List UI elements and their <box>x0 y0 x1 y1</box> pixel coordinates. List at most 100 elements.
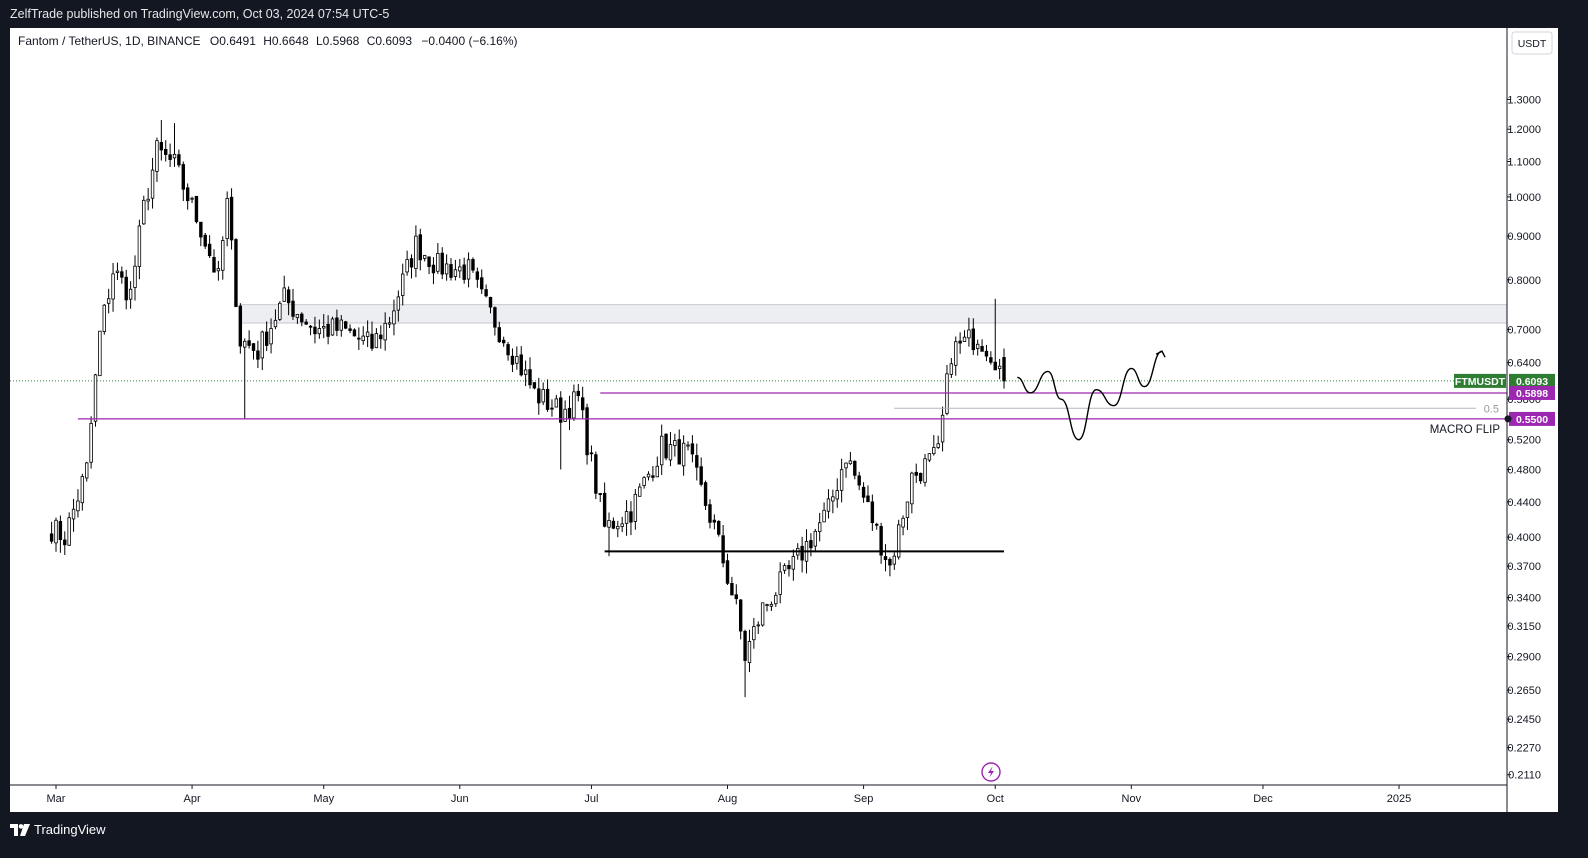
candle-body <box>466 259 471 280</box>
price-chart[interactable]: 0.5 MACRO FLIP Fantom / TetherUS, 1D, BI… <box>10 28 1558 812</box>
candle-body <box>940 414 945 443</box>
candle-body <box>629 511 633 523</box>
candle-body <box>594 454 598 494</box>
candle-body <box>172 153 177 159</box>
candle-body <box>787 565 791 570</box>
candle-body <box>673 440 677 446</box>
time-tick-label: Aug <box>718 793 738 805</box>
candle-body <box>967 329 971 339</box>
candle-body <box>269 328 273 345</box>
candle-body <box>866 495 870 503</box>
candle-body <box>54 519 58 544</box>
candle-body <box>203 234 207 247</box>
candle-body <box>936 443 940 448</box>
candle-body <box>352 329 357 337</box>
candle-body <box>471 259 475 271</box>
candle-body <box>752 626 756 641</box>
candle-body <box>945 373 949 414</box>
lightning-icon[interactable] <box>981 762 1001 782</box>
price-tick-label: 0.3400 <box>1507 593 1541 605</box>
price-tick-label: 1.0000 <box>1507 192 1541 204</box>
candle-body <box>883 556 888 561</box>
candle-body <box>207 243 212 257</box>
candle-body <box>137 225 142 267</box>
candle-body <box>826 498 831 512</box>
candle-body <box>559 397 563 423</box>
candle-body <box>243 340 247 348</box>
candle-body <box>800 545 804 561</box>
candle-body <box>989 357 993 363</box>
candle-body <box>436 253 440 272</box>
candle-body <box>554 398 559 408</box>
candle-body <box>300 313 304 323</box>
legend-change: −0.0400 (−6.16%) <box>421 34 517 48</box>
candle-body <box>875 523 879 526</box>
candle-body <box>291 300 295 317</box>
candle-body <box>493 307 497 328</box>
price-tick-label: 0.2900 <box>1507 652 1541 664</box>
footer-bar: TradingView <box>0 812 1568 847</box>
time-tick-label: Nov <box>1122 793 1142 805</box>
candle-body <box>304 321 308 325</box>
candle-body <box>150 169 155 199</box>
candle-body <box>85 462 89 479</box>
candle-body <box>159 142 164 151</box>
candle-body <box>721 535 725 564</box>
candle-body <box>651 475 655 478</box>
candle-body <box>686 444 690 447</box>
candle-body <box>813 530 817 547</box>
candle-body <box>659 435 664 466</box>
candle-body <box>361 335 365 341</box>
candle-body <box>387 322 392 325</box>
candle-body <box>725 560 730 584</box>
candle-body <box>668 444 673 461</box>
price-axis[interactable]: 1.3000 1.2000 1.1000 1.0000 0.9000 0.8000 0.70… <box>1507 94 1541 782</box>
currency-button-label: USDT <box>1518 38 1547 50</box>
time-tick-label: Apr <box>183 793 200 805</box>
chart-frame[interactable]: 0.5 MACRO FLIP Fantom / TetherUS, 1D, BI… <box>10 28 1558 812</box>
candle-body <box>743 630 747 661</box>
candle-body <box>620 523 624 527</box>
candle-body <box>326 323 330 337</box>
candle-body <box>993 361 997 371</box>
candle-body <box>519 354 523 376</box>
candle-body <box>58 521 63 541</box>
candle-body <box>383 322 387 341</box>
candle-body <box>918 472 923 482</box>
candle-body <box>791 556 796 570</box>
price-tick-label: 0.7000 <box>1507 324 1541 336</box>
candle-body <box>221 240 225 271</box>
candle-body <box>409 258 414 268</box>
candle-body <box>980 346 984 352</box>
tradingview-brand[interactable]: TradingView <box>10 822 106 837</box>
candle-body <box>580 397 585 411</box>
candle-body <box>177 154 181 166</box>
candle-body <box>501 339 506 344</box>
price-tick-label: 0.2450 <box>1507 714 1541 726</box>
candle-body <box>67 517 71 546</box>
time-axis[interactable]: Mar Apr May Jun Jul Aug Sep Oct Nov Dec 2025 <box>47 785 1412 805</box>
candle-body <box>111 273 115 300</box>
candle-body <box>857 475 861 486</box>
legend-l-label: L <box>316 34 323 48</box>
currency-button[interactable] <box>1511 31 1553 55</box>
candle-body <box>120 271 124 278</box>
price-tick-label: 0.2110 <box>1508 770 1541 782</box>
candle-body <box>699 466 703 485</box>
candle-body <box>892 555 896 565</box>
candle-body <box>199 221 203 238</box>
time-tick-label: Mar <box>47 793 66 805</box>
candle-body <box>624 511 629 524</box>
candle-body <box>106 298 111 304</box>
candle-body <box>879 525 883 556</box>
candle-body <box>730 583 734 596</box>
time-tick-label: Oct <box>987 793 1004 805</box>
candle-body <box>497 327 501 343</box>
candle-body <box>124 276 128 301</box>
candle-body <box>379 334 383 340</box>
candle-body <box>949 363 954 375</box>
price-tick-label: 0.4000 <box>1507 532 1541 544</box>
candle-body <box>322 326 326 329</box>
candle-body <box>49 533 54 542</box>
candle-body <box>984 350 989 357</box>
